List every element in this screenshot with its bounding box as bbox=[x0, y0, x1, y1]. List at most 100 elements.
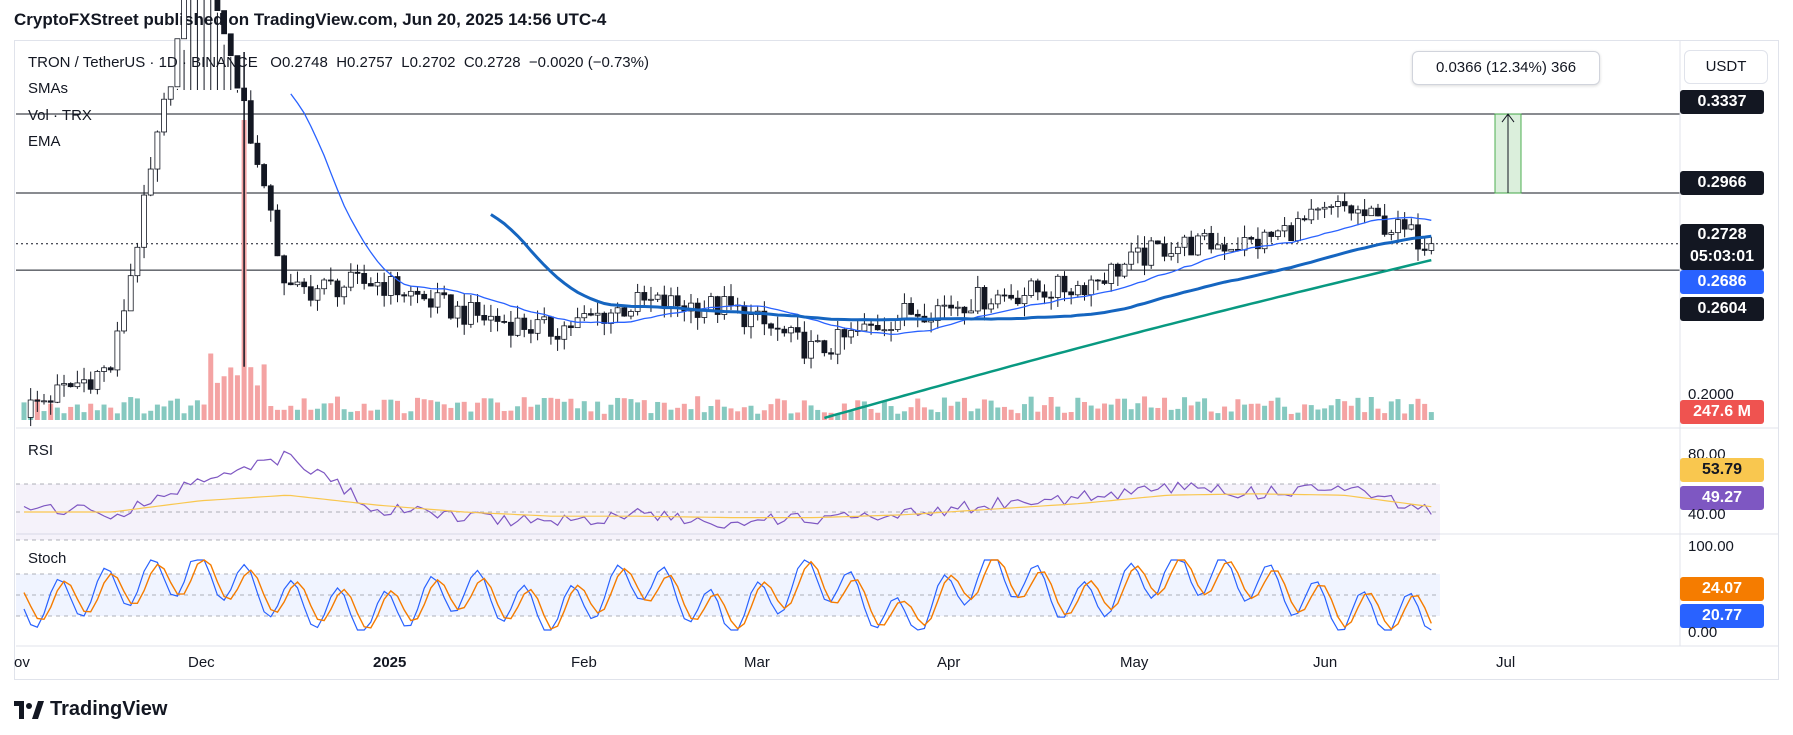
candlesticks bbox=[27, 0, 1435, 427]
candle-body bbox=[1194, 235, 1201, 256]
indicator-sma-label[interactable]: SMAs bbox=[28, 80, 69, 97]
candle-body bbox=[974, 287, 981, 312]
candle-body bbox=[221, 10, 227, 35]
candle-body bbox=[1348, 205, 1355, 214]
candle-body bbox=[561, 325, 568, 340]
tradingview-logo[interactable]: TradingView bbox=[14, 698, 167, 721]
volume-bar bbox=[555, 398, 561, 420]
candle-body bbox=[1148, 240, 1155, 266]
candle-body bbox=[801, 331, 808, 359]
volume-bar bbox=[1015, 413, 1021, 420]
volume-bar bbox=[668, 409, 674, 420]
volume-bar bbox=[368, 410, 374, 420]
volume-bar bbox=[41, 411, 47, 420]
indicator-volume-label[interactable]: Vol · TRX bbox=[28, 107, 92, 124]
rsi-ma-line bbox=[24, 493, 1432, 519]
candle-body bbox=[1088, 279, 1095, 296]
volume-bar bbox=[101, 404, 107, 420]
candle-body bbox=[788, 327, 794, 334]
volume-bar bbox=[548, 397, 554, 420]
volume-bar bbox=[308, 409, 314, 420]
volume-bar bbox=[675, 407, 681, 420]
volume-bar bbox=[1288, 413, 1294, 420]
volume-bar bbox=[208, 353, 214, 420]
candle-body bbox=[1094, 279, 1101, 282]
candle-body bbox=[1328, 205, 1335, 208]
candle-body bbox=[848, 330, 854, 338]
volume-bar bbox=[61, 413, 67, 420]
candle-body bbox=[227, 33, 234, 57]
volume-bar bbox=[174, 398, 180, 420]
candle-body bbox=[1014, 297, 1021, 305]
candle-body bbox=[761, 310, 768, 325]
currency-button[interactable]: USDT bbox=[1684, 50, 1768, 84]
volume-bar bbox=[915, 398, 921, 420]
candle-body bbox=[768, 323, 774, 329]
volume-bar bbox=[628, 399, 634, 420]
candle-body bbox=[1375, 207, 1381, 217]
x-tick-nov: ov bbox=[14, 654, 30, 671]
rsi-pane-label[interactable]: RSI bbox=[28, 442, 54, 459]
ohlc-low: L0.2702 bbox=[401, 54, 456, 71]
candle-body bbox=[134, 246, 141, 277]
price-tag-sma: 0.2686 bbox=[1680, 270, 1764, 294]
candle-body bbox=[481, 315, 488, 321]
candle-body bbox=[501, 321, 508, 323]
candle-body bbox=[181, 0, 187, 40]
candle-body bbox=[1188, 236, 1195, 256]
candle-body bbox=[881, 329, 888, 332]
volume-bar bbox=[1282, 406, 1288, 420]
volume-bar bbox=[268, 406, 274, 420]
volume-bar bbox=[1122, 398, 1128, 420]
volume-bar bbox=[1342, 401, 1348, 420]
volume-bar bbox=[855, 400, 861, 420]
candle-body bbox=[447, 294, 454, 319]
candle-body bbox=[1128, 251, 1135, 265]
candle-body bbox=[281, 255, 288, 284]
candle-body bbox=[127, 275, 134, 312]
volume-bar bbox=[1368, 397, 1374, 420]
candle-body bbox=[1161, 243, 1168, 257]
candle-body bbox=[1068, 291, 1075, 296]
volume-bar bbox=[948, 405, 954, 420]
volume-bar bbox=[1188, 405, 1194, 420]
candle-body bbox=[994, 294, 1001, 305]
candle-body bbox=[594, 312, 601, 316]
volume-bar bbox=[1088, 405, 1094, 420]
candle-body bbox=[1008, 294, 1015, 299]
x-tick-mar: Mar bbox=[744, 654, 770, 671]
candle-body bbox=[1221, 244, 1228, 252]
volume-bar bbox=[1302, 404, 1308, 420]
volume-bar bbox=[748, 405, 754, 420]
candle-body bbox=[1361, 209, 1368, 217]
brand-name: TradingView bbox=[50, 698, 168, 720]
volume-bar bbox=[895, 413, 901, 420]
volume-bar bbox=[1155, 407, 1161, 420]
volume-bar bbox=[888, 406, 894, 420]
indicator-ema-label[interactable]: EMA bbox=[28, 133, 61, 150]
candle-body bbox=[294, 281, 301, 286]
chart-frame bbox=[14, 40, 1779, 680]
volume-bar bbox=[995, 407, 1001, 420]
volume-bar bbox=[354, 411, 360, 420]
candle-body bbox=[908, 303, 914, 315]
volume-bar bbox=[401, 413, 407, 420]
candle-body bbox=[588, 313, 594, 316]
candle-body bbox=[114, 330, 121, 371]
candle-body bbox=[541, 316, 548, 321]
price-tag-ema: 0.2604 bbox=[1680, 297, 1764, 321]
stoch-pane-label[interactable]: Stoch bbox=[28, 550, 67, 567]
volume-bar bbox=[535, 404, 541, 420]
volume-bar bbox=[381, 399, 387, 420]
volume-bar bbox=[515, 406, 521, 420]
candle-body bbox=[107, 367, 114, 371]
candle-body bbox=[581, 313, 588, 319]
candle-body bbox=[1241, 237, 1248, 251]
volume-bar bbox=[795, 412, 801, 420]
symbol-name[interactable]: TRON / TetherUS · 1D · BINANCE bbox=[28, 54, 258, 71]
volume-bar bbox=[1055, 406, 1061, 420]
candle-body bbox=[1275, 230, 1281, 237]
volume-bar bbox=[321, 403, 327, 420]
candle-body bbox=[741, 305, 748, 328]
